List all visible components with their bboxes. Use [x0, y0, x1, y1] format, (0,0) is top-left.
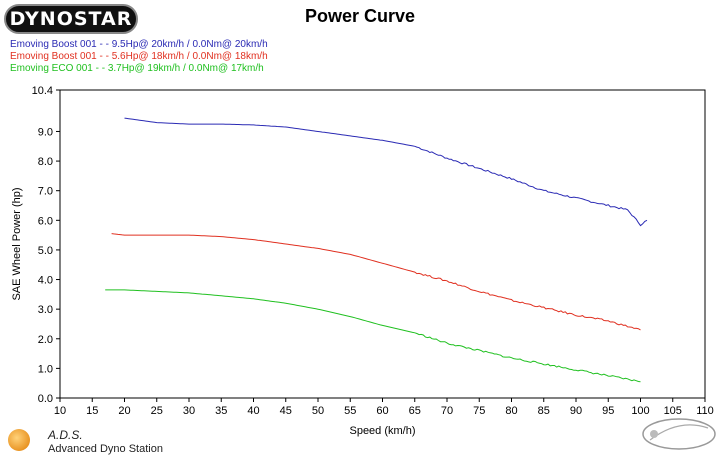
series-line-1 [124, 117, 648, 227]
ads-subtitle: Advanced Dyno Station [48, 443, 163, 455]
x-axis-label: Speed (km/h) [349, 425, 415, 437]
x-tick-label: 80 [505, 405, 517, 417]
x-tick-label: 45 [280, 405, 292, 417]
x-tick-label: 75 [473, 405, 485, 417]
y-tick-label: 4.0 [38, 275, 53, 287]
x-tick-label: 110 [696, 405, 714, 417]
run-entry-2[interactable]: Emoving Boost 001 - - 5.6Hp@ 18km/h / 0.… [10, 51, 268, 62]
y-tick-label: 3.0 [38, 304, 53, 316]
x-tick-label: 40 [247, 405, 259, 417]
x-tick-label: 65 [409, 405, 421, 417]
x-tick-label: 90 [570, 405, 582, 417]
x-tick-label: 25 [151, 405, 163, 417]
run-entry-3[interactable]: Emoving ECO 001 - - 3.7Hp@ 19km/h / 0.0N… [10, 63, 264, 74]
y-tick-label: 8.0 [38, 156, 53, 168]
x-tick-label: 70 [441, 405, 453, 417]
series-line-2 [111, 233, 641, 331]
y-tick-label: 7.0 [38, 186, 53, 198]
x-tick-label: 30 [183, 405, 195, 417]
y-tick-label: 5.0 [38, 245, 53, 257]
run-entry-1[interactable]: Emoving Boost 001 - - 9.5Hp@ 20km/h / 0.… [10, 39, 268, 50]
x-tick-label: 20 [118, 405, 130, 417]
x-tick-label: 95 [602, 405, 614, 417]
x-tick-label: 10 [54, 405, 66, 417]
y-tick-label: 0.0 [38, 393, 53, 405]
x-tick-label: 15 [86, 405, 98, 417]
y-tick-label: 9.0 [38, 126, 53, 138]
logo-text: DYNOSTAR [9, 8, 133, 30]
plot-frame [59, 89, 706, 399]
y-tick-label: 2.0 [38, 334, 53, 346]
dynostar-logo: DYNOSTAR [4, 4, 138, 34]
x-tick-label: 105 [664, 405, 682, 417]
series-line-3 [105, 289, 641, 383]
chart-title: Power Curve [304, 6, 416, 26]
y-axis-label: SAE Wheel Power (hp) [11, 187, 23, 300]
x-tick-label: 35 [215, 405, 227, 417]
jorsindo-watermark-logo [642, 418, 716, 450]
x-tick-label: 55 [344, 405, 356, 417]
x-tick-label: 50 [312, 405, 324, 417]
y-tick-label: 6.0 [38, 215, 53, 227]
ads-logo: A.D.S. Advanced Dyno Station [8, 428, 188, 456]
y-tick-label: 10.4 [32, 85, 53, 97]
run-legend: Emoving Boost 001 - - 9.5Hp@ 20km/h / 0.… [10, 39, 268, 75]
x-tick-label: 60 [376, 405, 388, 417]
x-tick-label: 85 [538, 405, 550, 417]
ads-emblem-icon [8, 429, 30, 451]
x-tick-label: 100 [631, 405, 649, 417]
y-tick-label: 1.0 [38, 363, 53, 375]
ads-name: A.D.S. [48, 428, 83, 442]
